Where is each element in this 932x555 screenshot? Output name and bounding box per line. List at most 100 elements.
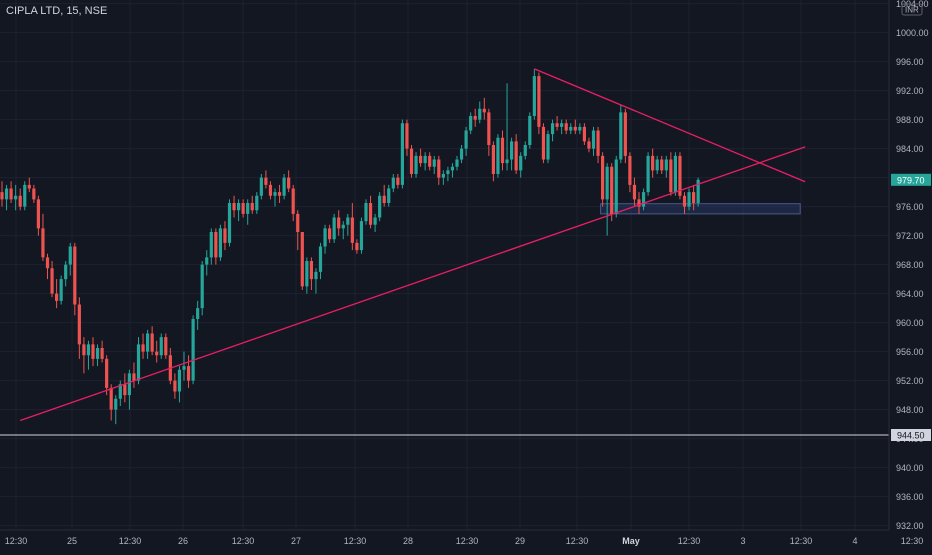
candle-body: [555, 123, 559, 127]
candle: [241, 199, 245, 218]
candle: [682, 192, 687, 214]
candles: [0, 68, 700, 425]
candle-body: [628, 155, 632, 185]
candle-body: [623, 112, 627, 156]
candle-body: [146, 333, 150, 352]
time-axis-background: [0, 530, 889, 550]
candle: [14, 184, 18, 211]
candle: [510, 137, 514, 171]
candle: [232, 195, 236, 218]
candle-body: [237, 203, 241, 211]
candle: [455, 155, 459, 171]
candle-body: [678, 155, 682, 196]
candle-body: [669, 159, 673, 193]
candle-body: [127, 373, 131, 396]
candle-body: [459, 148, 464, 160]
candle-body: [496, 137, 500, 174]
candle: [273, 188, 277, 207]
candle-body: [73, 246, 77, 305]
time-tick-label: 27: [291, 536, 301, 546]
candle: [692, 184, 696, 211]
candle: [368, 195, 373, 229]
time-tick-label: 12:30: [566, 536, 589, 546]
candle: [359, 217, 364, 254]
price-tick-label: 1004.00: [896, 0, 929, 9]
time-axis[interactable]: 12:30 25 12:30 26 12:30 27 12:30 28 12:30 29 12:30…: [0, 529, 924, 550]
candle-body: [601, 155, 605, 200]
candle-body: [391, 177, 395, 189]
candle-body: [55, 293, 59, 301]
candle-body: [687, 192, 691, 207]
candle-body: [50, 268, 54, 294]
candle: [696, 177, 700, 207]
candle-body: [4, 188, 9, 200]
candle: [182, 351, 186, 381]
candle: [409, 145, 414, 178]
candle-body: [469, 116, 473, 131]
price-tick-label: 988.00: [896, 115, 924, 125]
candle-body: [337, 217, 341, 229]
candle: [205, 250, 209, 276]
candle: [528, 112, 532, 149]
time-tick-label: 28: [403, 536, 413, 546]
candle-body: [318, 246, 323, 272]
candle: [318, 242, 323, 280]
time-tick-label: 12:30: [901, 536, 924, 546]
candle-body: [91, 344, 95, 359]
candle-body: [9, 188, 13, 200]
candle-body: [186, 366, 191, 381]
candle-body: [596, 130, 600, 156]
time-tick-label: 12:30: [678, 536, 701, 546]
candle: [264, 170, 268, 189]
candle: [132, 362, 136, 388]
candle-body: [473, 116, 477, 120]
candle-body: [368, 203, 373, 225]
candle-body: [637, 199, 641, 207]
candle: [550, 119, 555, 142]
candle-body: [396, 177, 400, 185]
candle: [36, 195, 40, 236]
candle-body: [268, 184, 273, 196]
candle-body: [359, 221, 364, 251]
candle-body: [264, 177, 268, 185]
candle-body: [582, 126, 586, 142]
candle: [146, 329, 150, 359]
candle: [118, 380, 122, 406]
candle: [355, 239, 359, 254]
candle: [277, 184, 282, 203]
candle-body: [428, 155, 432, 167]
candle: [55, 279, 59, 309]
candle: [678, 152, 682, 200]
candle-body: [218, 228, 222, 258]
candle: [364, 199, 368, 225]
candle-body: [478, 108, 482, 120]
time-tick-label: 29: [515, 536, 525, 546]
candle-body: [541, 126, 546, 160]
candle: [591, 126, 596, 156]
candle-body: [532, 76, 536, 116]
candle: [564, 119, 568, 135]
candle: [86, 340, 91, 370]
price-tick-label: 972.00: [896, 231, 924, 241]
candle: [651, 148, 655, 178]
candle-body: [414, 155, 418, 174]
candle: [0, 181, 4, 207]
candle: [646, 152, 650, 196]
price-axis[interactable]: 932.00936.00940.00944.00948.00952.00956.…: [888, 0, 932, 550]
candle-body: [550, 123, 555, 135]
candle-body: [491, 145, 495, 174]
candle-body: [182, 366, 186, 370]
ascending-trendline[interactable]: [19, 146, 806, 422]
candle: [214, 228, 218, 265]
candle-body: [36, 199, 40, 229]
descending-trendline[interactable]: [534, 68, 806, 183]
hline-price-label: 944.50: [897, 431, 925, 441]
time-tick-label: 25: [67, 536, 77, 546]
candle: [655, 155, 659, 174]
price-tick-label: 996.00: [896, 57, 924, 67]
currency-badge[interactable]: [901, 3, 923, 16]
time-tick-label: 12:30: [790, 536, 813, 546]
candle-body: [200, 264, 204, 309]
